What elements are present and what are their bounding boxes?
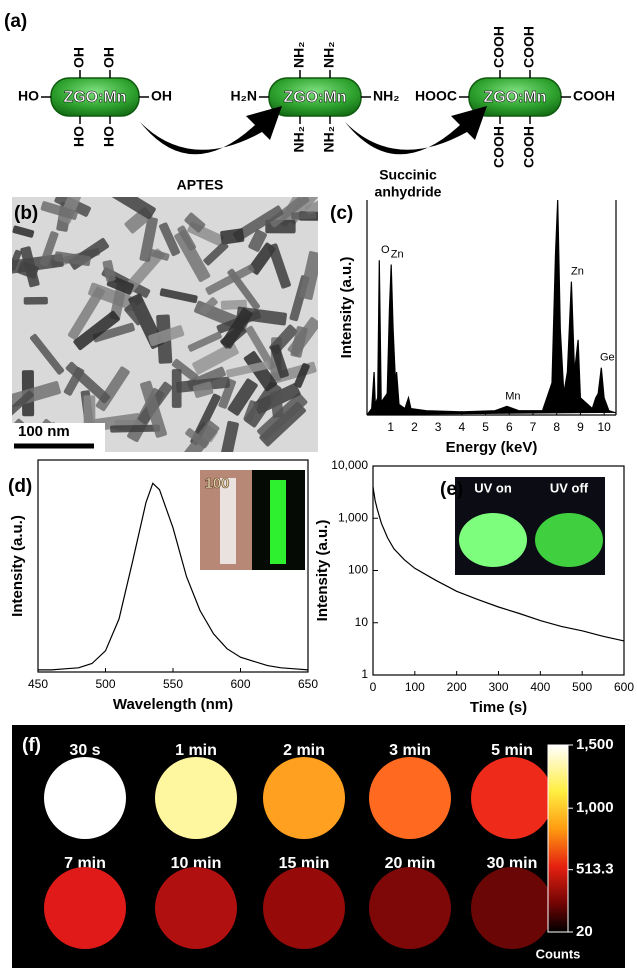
x-tick-label: 400 (530, 680, 550, 694)
x-tick-label: 600 (230, 677, 250, 691)
x-tick-label: 5 (482, 420, 489, 434)
group-label: NH₂ (321, 126, 337, 152)
luminescence-spot (471, 867, 553, 949)
time-label: 5 min (491, 742, 533, 759)
x-tick-label: 8 (553, 420, 560, 434)
luminescence-spot (155, 757, 237, 839)
core-label: ZGO:Mn (63, 89, 126, 106)
time-label: 1 min (175, 742, 217, 759)
x-tick-label: 300 (488, 680, 508, 694)
x-tick-label: 0 (370, 680, 377, 694)
panel-label: (a) (4, 11, 27, 32)
powder (535, 513, 603, 567)
peak-label: Ge (600, 352, 615, 364)
group-label: H₂N (231, 88, 257, 104)
group-label: COOH (491, 126, 507, 168)
photo-glow-vial (270, 480, 286, 564)
figure: ZGO:Mn OH HO OH HO HO OH ZGO:Mn NH₂ NH₂ NH₂ NH₂ H₂N N… (0, 0, 637, 970)
photo-text: 100 (204, 475, 229, 492)
colorbar-tick-label: 1,000 (576, 799, 614, 816)
x-tick-label: 600 (614, 680, 634, 694)
powder (459, 513, 527, 567)
panel-label: (b) (14, 203, 38, 224)
reagent-label: Succinic (379, 167, 437, 183)
peak-label: Mn (505, 390, 520, 402)
panel-label: (d) (8, 476, 32, 497)
x-tick-label: 10 (597, 420, 611, 434)
y-tick-label: 1 (361, 667, 368, 681)
y-tick-label: 1,000 (338, 510, 368, 524)
colorbar (548, 745, 568, 932)
group-label: COOH (521, 126, 537, 168)
time-label: 3 min (389, 742, 431, 759)
x-tick-label: 4 (459, 420, 466, 434)
group-label: HO (18, 88, 39, 104)
luminescence-spot (369, 867, 451, 949)
group-label: HO (101, 126, 117, 147)
x-tick-label: 550 (163, 677, 183, 691)
luminescence-spot (263, 757, 345, 839)
reagent-label: APTES (177, 177, 224, 193)
group-label: NH₂ (321, 42, 337, 68)
colorbar-tick-label: 1,500 (576, 736, 614, 753)
colorbar-tick-label: 513.3 (576, 861, 614, 878)
nanorod (24, 297, 48, 305)
group-label: NH₂ (373, 88, 399, 104)
x-tick-label: 500 (95, 677, 115, 691)
x-tick-label: 100 (405, 680, 425, 694)
x-axis-label: Wavelength (nm) (113, 696, 233, 713)
group-label: NH₂ (291, 126, 307, 152)
group-label: HO (71, 126, 87, 147)
x-tick-label: 7 (530, 420, 537, 434)
luminescence-spot (155, 867, 237, 949)
x-tick-label: 500 (572, 680, 592, 694)
y-tick-label: 10 (355, 615, 369, 629)
x-tick-label: 2 (411, 420, 418, 434)
x-tick-label: 200 (447, 680, 467, 694)
nanorod (291, 211, 317, 220)
core-label: ZGO:Mn (283, 89, 346, 106)
x-tick-label: 1 (387, 420, 394, 434)
x-tick-label: 6 (506, 420, 513, 434)
scale-bar-label: 100 nm (18, 423, 70, 440)
y-tick-label: 10,000 (331, 458, 368, 472)
x-tick-label: 450 (28, 677, 48, 691)
inset-label: UV on (474, 480, 512, 495)
y-tick-label: 100 (348, 563, 368, 577)
inset-label: UV off (550, 480, 589, 495)
time-label: 30 s (69, 742, 100, 759)
group-label: OH (71, 47, 87, 68)
x-tick-label: 650 (298, 677, 318, 691)
luminescence-spot (471, 757, 553, 839)
x-tick-label: 3 (435, 420, 442, 434)
group-label: HOOC (415, 88, 457, 104)
luminescence-spot (44, 867, 126, 949)
peak-label: Zn (391, 248, 404, 260)
luminescence-spot (369, 757, 451, 839)
y-axis-label: Intensity (a.u.) (338, 257, 355, 359)
colorbar-tick-label: 20 (576, 923, 593, 940)
peak-label: O (381, 244, 390, 256)
group-label: COOH (491, 26, 507, 68)
peak-label: Zn (571, 266, 584, 278)
colorbar-label: Counts (536, 946, 581, 961)
time-label: 2 min (283, 742, 325, 759)
x-axis-label: Energy (keV) (446, 439, 538, 456)
core-label: ZGO:Mn (483, 89, 546, 106)
panel-label: (f) (22, 735, 41, 756)
reagent-label: anhydride (375, 184, 442, 200)
group-label: COOH (521, 26, 537, 68)
x-tick-label: 9 (577, 420, 584, 434)
x-axis-label: Time (s) (470, 699, 527, 716)
group-label: NH₂ (291, 42, 307, 68)
group-label: OH (101, 47, 117, 68)
group-label: OH (151, 88, 172, 104)
y-axis-label: Intensity (a.u.) (9, 515, 26, 617)
luminescence-spot (263, 867, 345, 949)
y-axis-label: Intensity (a.u.) (314, 520, 331, 622)
group-label: COOH (573, 88, 615, 104)
luminescence-spot (44, 757, 126, 839)
panel-label: (e) (440, 479, 463, 500)
panel-label: (c) (330, 203, 353, 224)
